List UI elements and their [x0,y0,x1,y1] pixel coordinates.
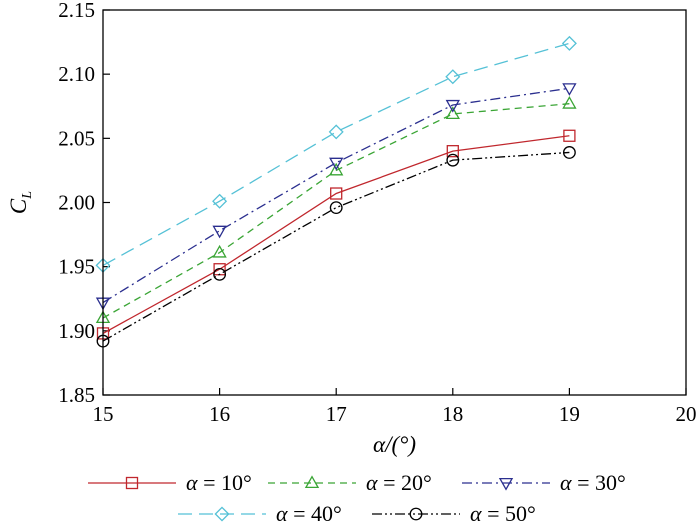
square-marker [446,145,459,158]
series-4 [95,35,577,273]
legend-label-value: = 50° [482,501,536,526]
x-tick-label: 16 [209,402,230,426]
triangle-down-marker [329,157,344,171]
legend-label-symbol: α [560,470,572,495]
circle-marker [446,153,460,167]
series-layer [95,35,577,348]
x-axis-title: α/(°) [373,432,416,457]
legend-label-symbol: α [276,501,288,526]
legend-item-4: α = 40° [178,501,342,526]
legend-item-1: α = 10° [88,470,252,495]
series-2 [95,96,577,324]
legend-item-3: α = 30° [462,470,626,495]
series-line [102,151,570,342]
diamond-marker [212,193,228,209]
triangle-down-marker [562,83,577,96]
legend-label-symbol: α [366,470,378,495]
triangle-down-marker [445,99,460,113]
square-marker [330,187,343,200]
x-tick-label: 19 [559,402,580,426]
square-marker [125,476,139,490]
legend-label: α = 10° [186,470,252,495]
circle-marker [329,201,343,215]
square-marker [563,129,576,142]
diamond-marker [561,35,577,51]
x-tick-label: 18 [442,402,463,426]
series-line [102,87,570,304]
series-1 [96,129,576,340]
series-3 [95,83,577,311]
series-line [102,103,570,319]
legend-label-symbol: α [470,501,482,526]
y-tick-label: 2.05 [58,126,95,150]
legend-label-value: = 30° [572,470,626,495]
axis-ticks [102,9,687,396]
y-tick-label: 1.85 [58,383,95,407]
triangle-up-marker [329,162,344,176]
series-line [102,135,570,334]
legend-label: α = 30° [560,470,626,495]
y-tick-label: 1.90 [58,319,95,343]
triangle-up-marker [304,475,320,489]
tick-labels: 15 16 17 18 19 20 1.85 1.90 1.95 2.00 2.05 2.10 2.15 [58,0,696,426]
triangle-up-marker [562,96,577,109]
plot-frame [102,9,687,396]
triangle-up-marker [212,244,227,258]
legend-label-value: = 40° [288,501,342,526]
y-tick-label: 2.10 [58,62,95,86]
series-line [102,42,570,266]
diamond-marker [328,124,344,140]
legend-label: α = 20° [366,470,432,495]
x-tick-label: 15 [93,402,114,426]
y-tick-label: 2.00 [58,191,95,215]
y-axis-title: CL [6,191,35,214]
circle-marker [409,507,423,521]
legend: α = 10° α = 20° α = 30°α = 40° α = 50° [88,470,626,526]
x-tick-label: 20 [676,402,697,426]
x-tick-label: 17 [326,402,347,426]
triangle-up-marker [445,106,460,119]
y-axis-title-subscript: L [20,191,35,200]
y-axis-title-main: C [6,198,31,214]
legend-label-value: = 20° [378,470,432,495]
y-tick-label: 1.95 [58,255,95,279]
series-5 [96,146,576,348]
legend-label-symbol: α [186,470,198,495]
legend-label: α = 40° [276,501,342,526]
circle-marker [213,267,227,281]
triangle-down-marker [212,225,227,239]
triangle-down-marker [498,477,514,491]
legend-item-5: α = 50° [372,501,536,526]
legend-label: α = 50° [470,501,536,526]
legend-label-value: = 10° [198,470,252,495]
diamond-marker [214,506,230,522]
diamond-marker [445,69,461,85]
y-tick-label: 2.15 [58,0,95,22]
legend-item-2: α = 20° [268,470,432,495]
circle-marker [562,146,576,159]
